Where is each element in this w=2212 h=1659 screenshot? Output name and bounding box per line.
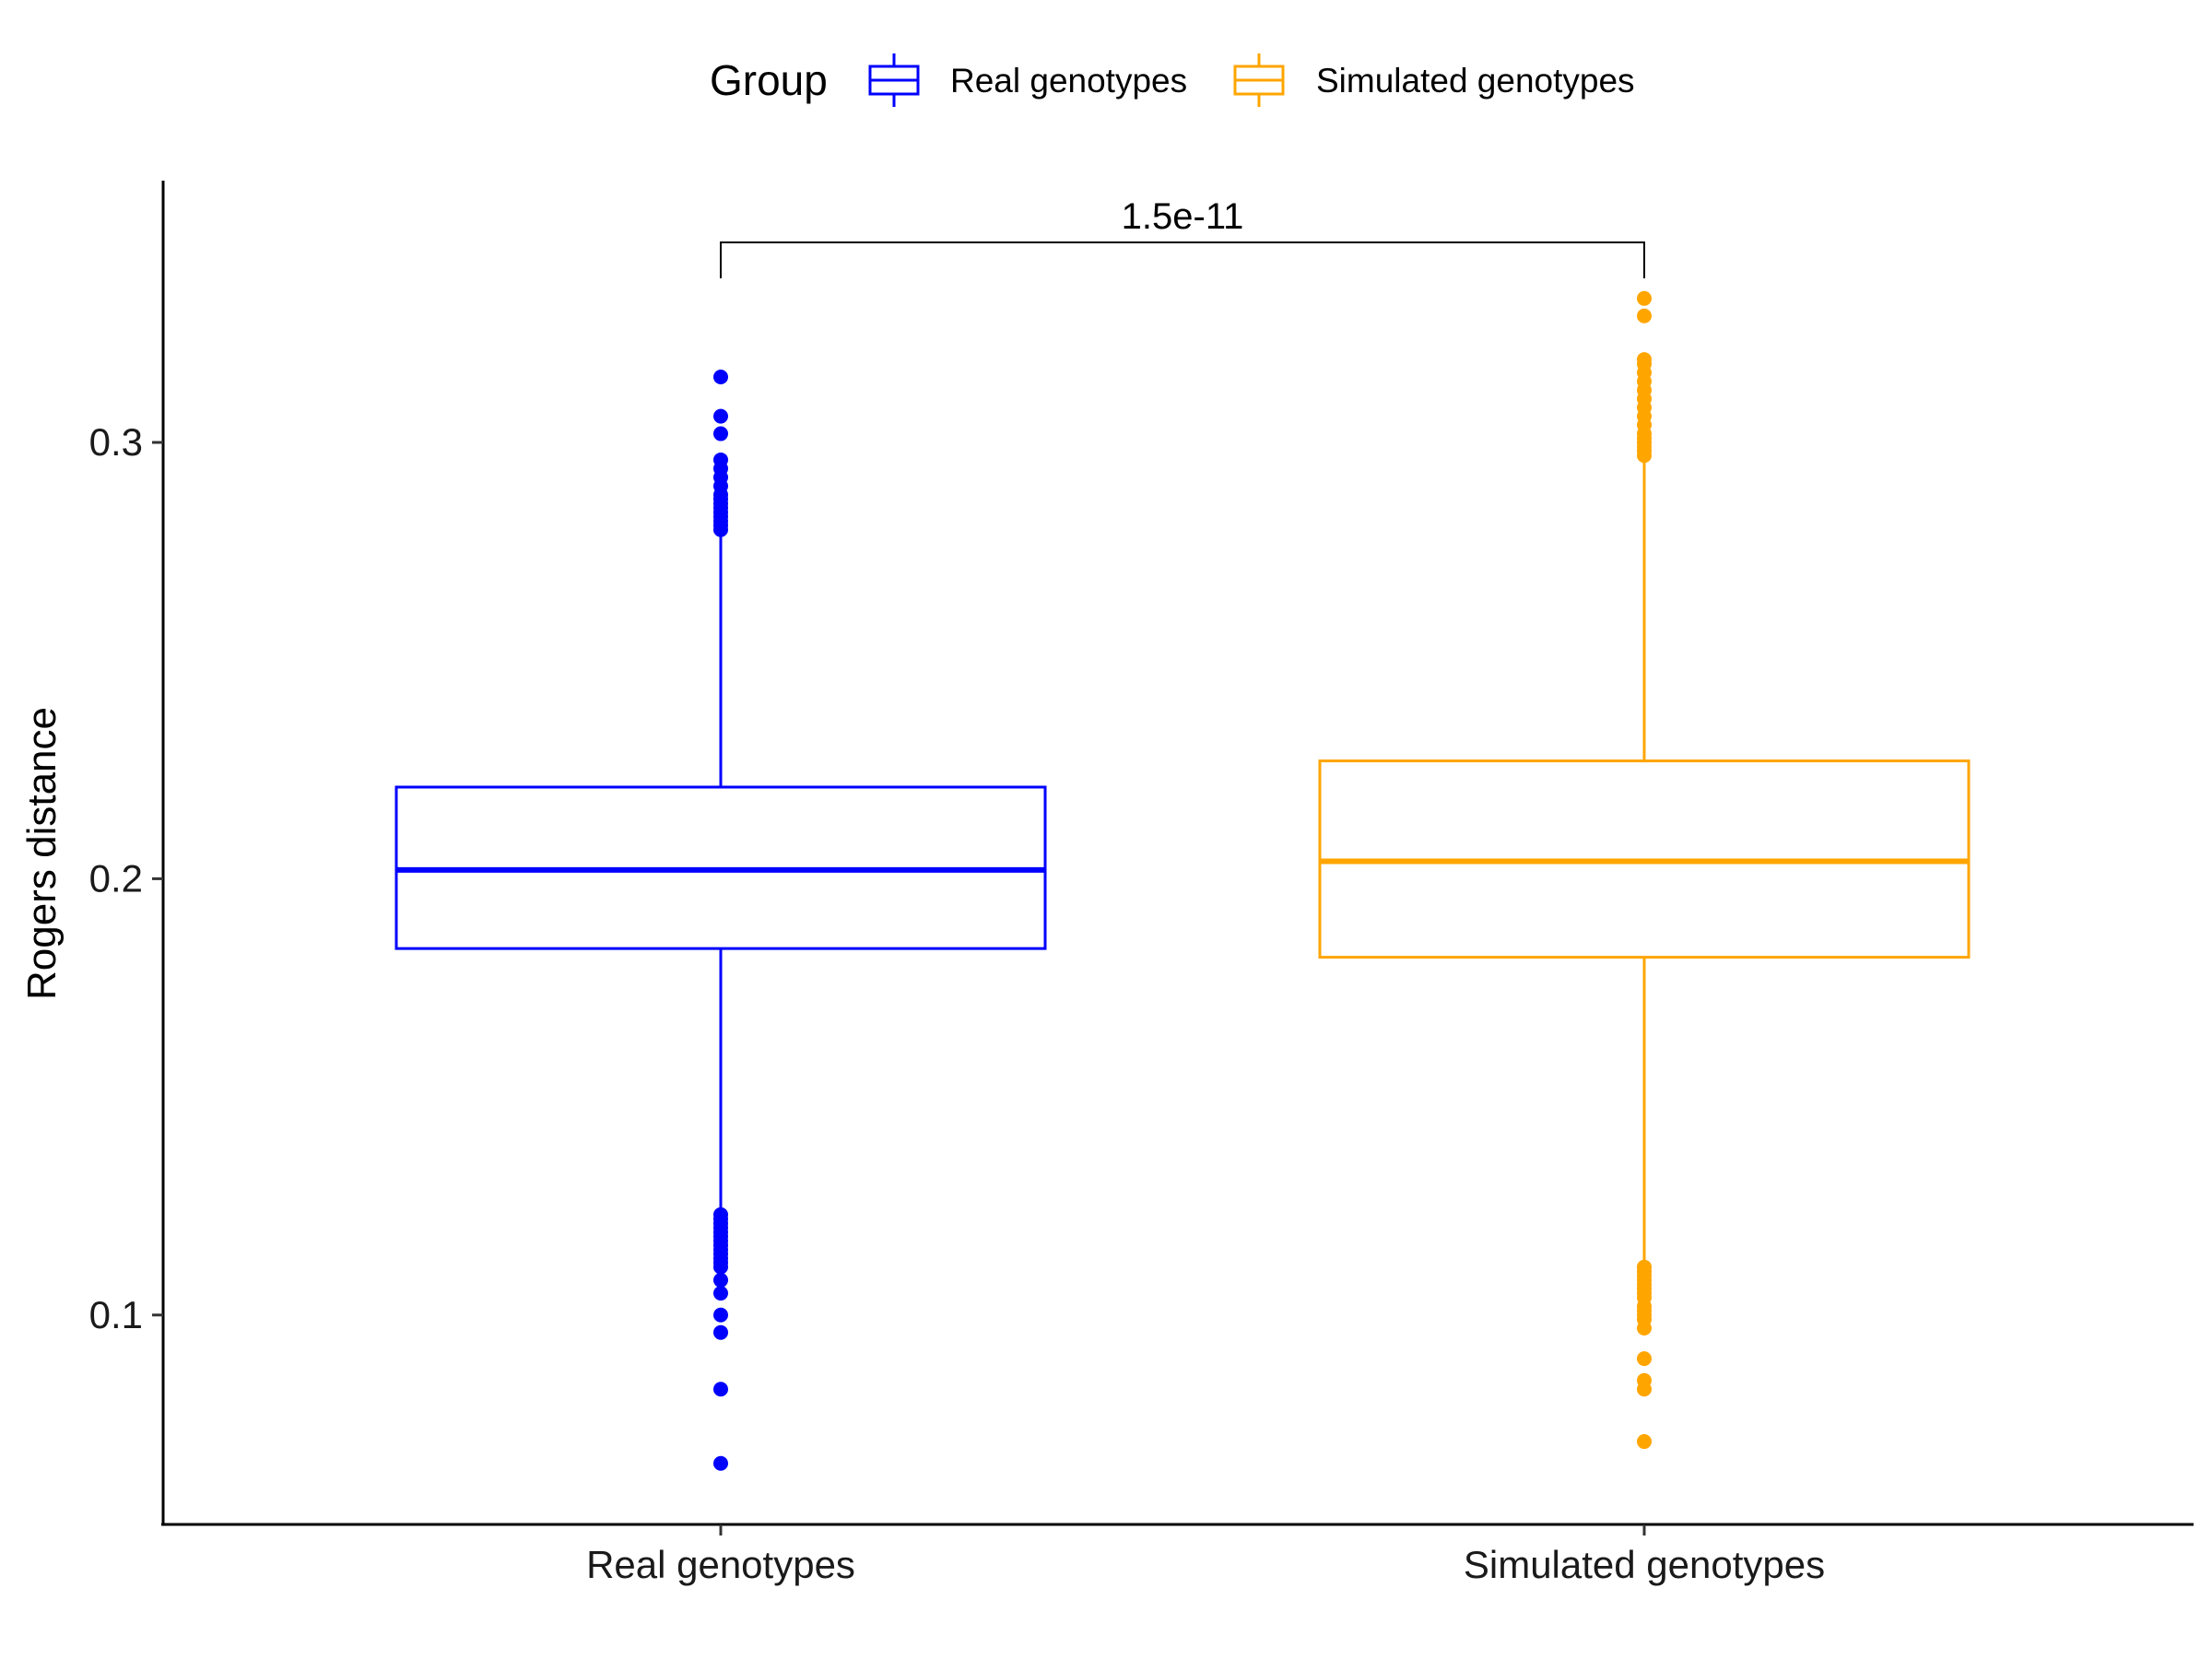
box-series (394, 290, 1971, 1471)
outlier-point (713, 1455, 728, 1471)
legend-key-simulated-genotypes (1233, 53, 1285, 107)
legend-title: Group (710, 56, 828, 104)
y-axis-ticks: 0.1 0.2 0.3 (89, 420, 163, 1336)
outlier-point (713, 1382, 728, 1397)
box-simulated-genotypes (1318, 290, 1971, 1450)
box-real-genotypes (394, 370, 1047, 1471)
legend-label-real-genotypes: Real genotypes (950, 62, 1187, 100)
outlier-point (713, 1307, 728, 1323)
x-tick-label: Simulated genotypes (1464, 1543, 1825, 1586)
outlier-point (1637, 1259, 1652, 1275)
y-tick-label: 0.1 (89, 1293, 143, 1336)
bracket-line (720, 241, 1645, 278)
legend-key-real-genotypes (868, 53, 920, 107)
outlier-point (713, 1206, 728, 1222)
outlier-point (1637, 1372, 1652, 1388)
y-tick-label: 0.2 (89, 856, 143, 900)
outlier-point (713, 370, 728, 385)
legend-label-simulated-genotypes: Simulated genotypes (1316, 62, 1635, 100)
outlier-point (713, 452, 728, 467)
y-axis-title: Rogers distance (19, 707, 65, 1000)
x-axis-ticks: Real genotypes Simulated genotypes (586, 1524, 1825, 1586)
outlier-point (1637, 1351, 1652, 1367)
significance-bracket: 1.5e-11 (720, 196, 1645, 278)
y-tick-label: 0.3 (89, 420, 143, 464)
outlier-point (713, 1324, 728, 1340)
outlier-point (1637, 290, 1652, 306)
p-value-label: 1.5e-11 (1122, 196, 1244, 237)
outlier-point (1637, 352, 1652, 368)
outlier-point (713, 1272, 728, 1288)
outlier-point (1637, 308, 1652, 324)
outlier-point (1637, 1434, 1652, 1450)
outlier-point (713, 426, 728, 441)
x-tick-label: Real genotypes (586, 1543, 855, 1586)
outlier-point (713, 408, 728, 424)
outlier-point (713, 1286, 728, 1301)
legend: Group Real genotypes Simulated genotypes (710, 53, 1635, 107)
